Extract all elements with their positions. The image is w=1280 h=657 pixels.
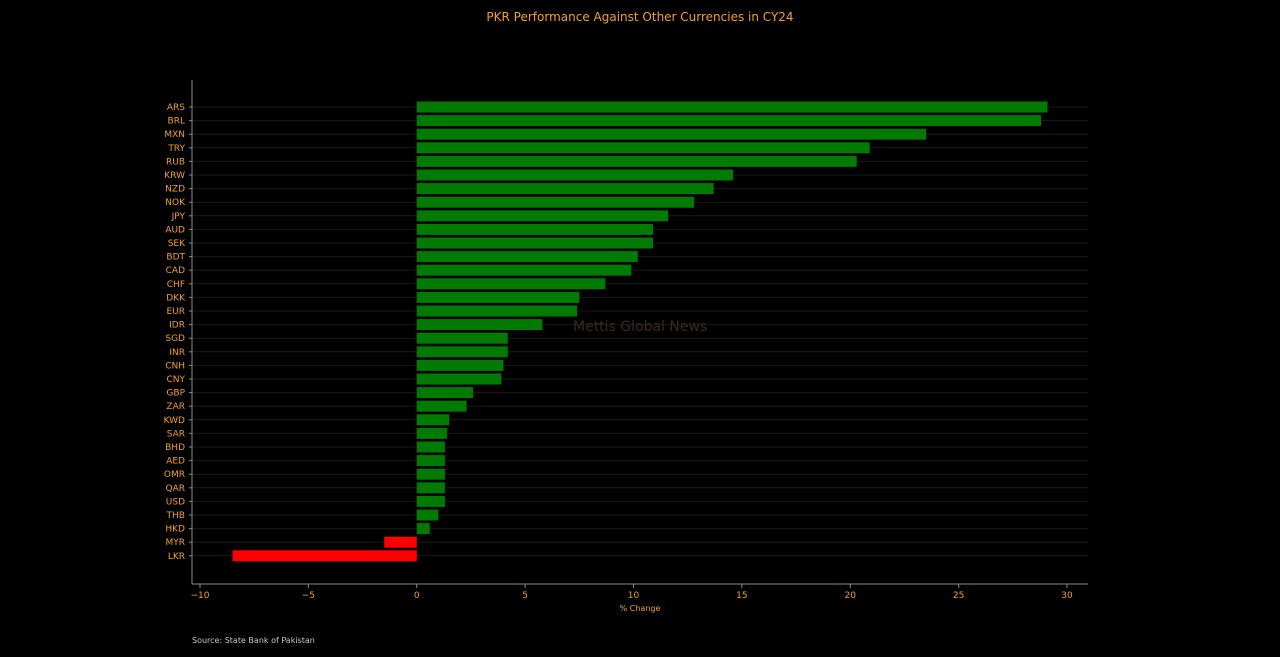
- bar-lkr: [232, 550, 417, 562]
- bar-nok: [416, 196, 695, 208]
- bar-kwd: [416, 414, 450, 426]
- x-tick-label: 0: [414, 591, 420, 601]
- bar-cny: [416, 373, 502, 385]
- source-note: Source: State Bank of Pakistan: [192, 636, 315, 645]
- bar-usd: [416, 495, 445, 507]
- bar-jpy: [416, 210, 669, 222]
- bar-brl: [416, 115, 1041, 127]
- y-tick-label: USD: [166, 497, 185, 507]
- bar-sgd: [416, 332, 508, 344]
- bar-sar: [416, 427, 448, 439]
- bar-rub: [416, 155, 857, 167]
- bar-zar: [416, 400, 467, 412]
- y-tick-label: BHD: [165, 443, 185, 453]
- y-tick-label: CAD: [166, 266, 185, 276]
- y-tick-label: CHF: [167, 280, 185, 290]
- y-tick-label: ARS: [167, 103, 185, 113]
- bar-myr: [384, 536, 417, 548]
- y-tick-label: CNY: [166, 375, 185, 385]
- y-tick-label: KRW: [164, 171, 185, 181]
- bar-sek: [416, 237, 654, 249]
- bar-dkk: [416, 291, 580, 303]
- x-tick-label: 25: [953, 591, 964, 601]
- y-tick-label: SAR: [167, 429, 185, 439]
- x-tick-label: 30: [1061, 591, 1073, 601]
- y-tick-label: GBP: [166, 389, 185, 399]
- bar-aud: [416, 223, 654, 235]
- bar-ars: [416, 101, 1048, 113]
- chart-title: PKR Performance Against Other Currencies…: [486, 10, 794, 24]
- bar-omr: [416, 468, 445, 480]
- x-tick-label: −5: [302, 591, 315, 601]
- bar-eur: [416, 305, 578, 317]
- bar-aed: [416, 455, 445, 467]
- y-tick-label: LKR: [168, 552, 185, 562]
- bar-gbp: [416, 387, 474, 399]
- y-tick-label: RUB: [166, 157, 185, 167]
- y-tick-label: OMR: [164, 470, 185, 480]
- y-tick-label: JPY: [171, 212, 186, 222]
- x-tick-labels: −10 −5 0 5 10 15 20 25 30: [191, 584, 1073, 601]
- bar-inr: [416, 346, 508, 358]
- y-tick-label: AED: [166, 457, 185, 467]
- bar-bdt: [416, 251, 638, 263]
- x-tick-label: 5: [522, 591, 528, 601]
- bar-krw: [416, 169, 734, 181]
- y-tick-label: AUD: [165, 225, 185, 235]
- x-tick-label: −10: [191, 591, 210, 601]
- y-tick-label: SGD: [165, 334, 185, 344]
- bar-try: [416, 142, 870, 154]
- bar-thb: [416, 509, 439, 521]
- bar-cnh: [416, 359, 504, 371]
- y-tick-label: NOK: [165, 198, 186, 208]
- y-tick-label: KWD: [164, 416, 185, 426]
- y-tick-label: THB: [166, 511, 185, 521]
- y-tick-label: INR: [169, 348, 185, 358]
- y-tick-label: BRL: [168, 117, 185, 127]
- y-tick-labels: ARS BRL MXN TRY RUB KRW NZD NOK JPY AUD SEK BDT CAD C…: [164, 103, 192, 562]
- y-tick-label: QAR: [166, 484, 186, 494]
- y-tick-label: TRY: [167, 144, 185, 154]
- x-tick-label: 10: [628, 591, 640, 601]
- y-tick-label: NZD: [165, 185, 185, 195]
- x-tick-label: 20: [845, 591, 857, 601]
- y-tick-label: HKD: [165, 525, 185, 535]
- watermark: Mettis Global News: [573, 319, 708, 335]
- bars: [232, 101, 1048, 562]
- bar-qar: [416, 482, 445, 494]
- axes: [191, 80, 1088, 585]
- bar-nzd: [416, 183, 714, 195]
- x-tick-label: 15: [736, 591, 747, 601]
- bar-bhd: [416, 441, 445, 453]
- bar-hkd: [416, 523, 430, 535]
- y-tick-label: CNH: [165, 361, 185, 371]
- y-tick-label: DKK: [166, 293, 186, 303]
- x-axis-label: % Change: [620, 604, 661, 613]
- bar-cad: [416, 264, 632, 276]
- bar-chf: [416, 278, 606, 290]
- bar-mxn: [416, 128, 927, 140]
- y-tick-label: EUR: [166, 307, 185, 317]
- y-tick-label: IDR: [169, 321, 185, 331]
- bar-idr: [416, 319, 543, 331]
- y-tick-label: SEK: [168, 239, 186, 249]
- y-tick-label: MXN: [164, 130, 185, 140]
- y-tick-label: ZAR: [166, 402, 185, 412]
- y-tick-label: MYR: [165, 538, 185, 548]
- y-tick-label: BDT: [166, 253, 185, 263]
